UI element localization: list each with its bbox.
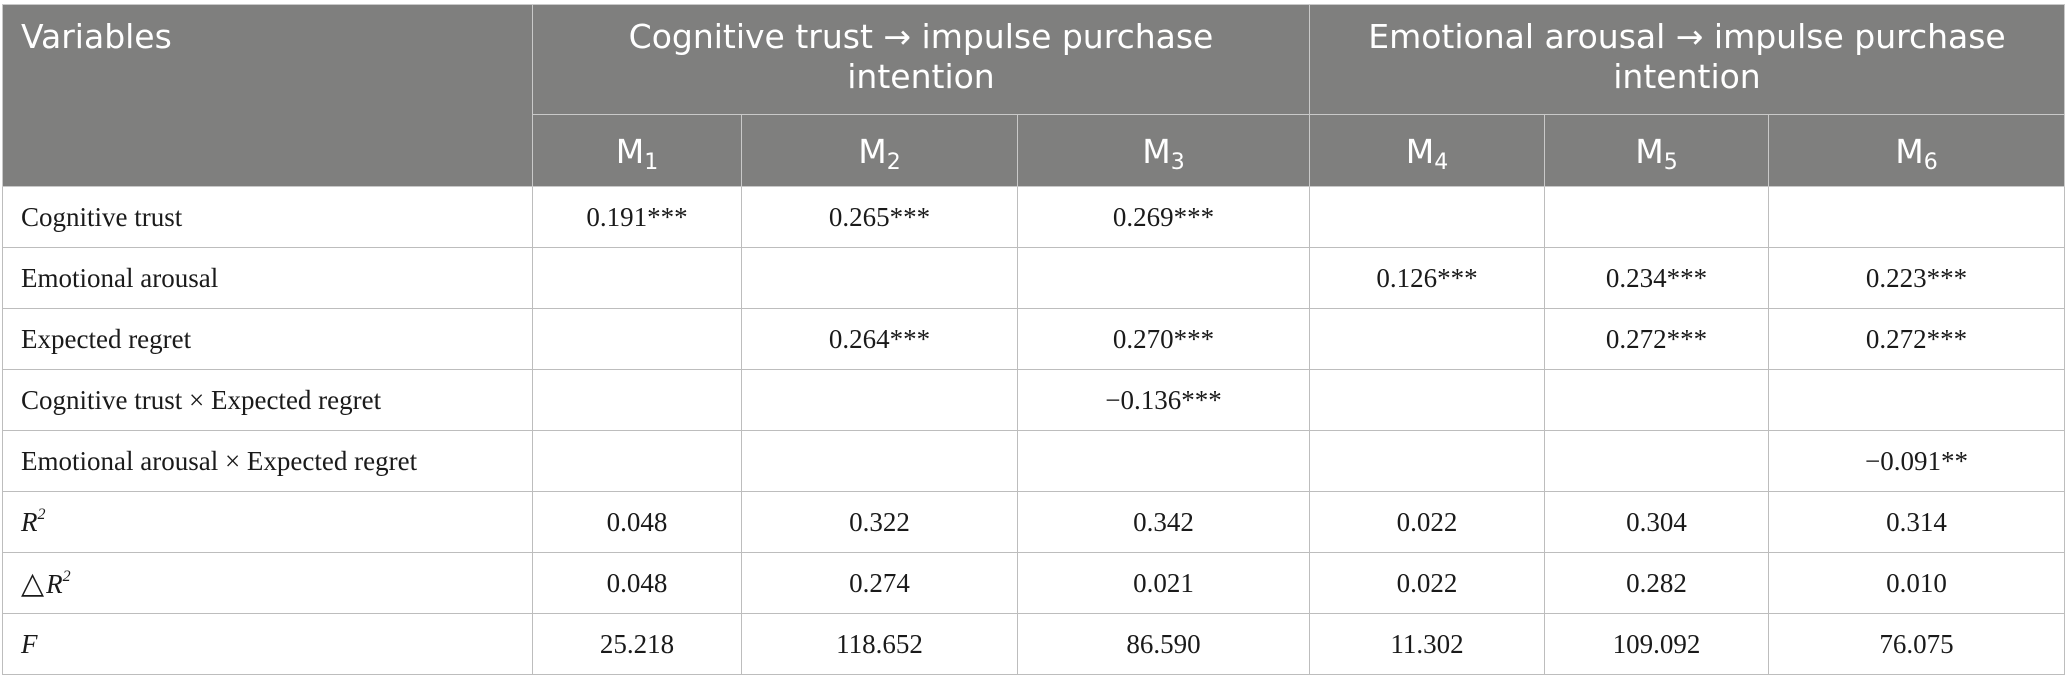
- row-label: Emotional arousal × Expected regret: [2, 430, 533, 492]
- table-cell: 109.092: [1544, 613, 1769, 675]
- table-cell: 0.322: [741, 491, 1018, 553]
- triangle-icon: △: [21, 565, 45, 601]
- table-row-expected-regret: Expected regret 0.264*** 0.270*** 0.272*…: [2, 308, 2065, 370]
- table-cell: −0.091**: [1768, 430, 2065, 492]
- table-cell: [1309, 369, 1545, 431]
- table-cell: [1768, 186, 2065, 248]
- table-row-f-statistic: F 25.218 118.652 86.590 11.302 109.092 7…: [2, 613, 2065, 675]
- model-header-m1: M1: [532, 114, 742, 187]
- table-row-delta-r-squared: △R2 0.048 0.274 0.021 0.022 0.282 0.010: [2, 552, 2065, 614]
- table-cell: [1768, 369, 2065, 431]
- table-cell: [1017, 430, 1310, 492]
- model-header-m5: M5: [1544, 114, 1769, 187]
- table-cell: 0.274: [741, 552, 1018, 614]
- table-cell: 0.342: [1017, 491, 1310, 553]
- group-header-emotional-arousal: Emotional arousal → impulse purchase int…: [1309, 4, 2065, 115]
- table-cell: 86.590: [1017, 613, 1310, 675]
- table-cell: [741, 369, 1018, 431]
- table-row-emotional-arousal-x-regret: Emotional arousal × Expected regret −0.0…: [2, 430, 2065, 492]
- row-label-r-squared: R2: [2, 491, 533, 553]
- table-cell: 0.191***: [532, 186, 742, 248]
- table-cell: 0.126***: [1309, 247, 1545, 309]
- table-cell: 0.282: [1544, 552, 1769, 614]
- model-header-m2: M2: [741, 114, 1018, 187]
- table-cell: [532, 247, 742, 309]
- table-cell: 0.270***: [1017, 308, 1310, 370]
- row-label: Cognitive trust: [2, 186, 533, 248]
- group-header-cognitive-trust: Cognitive trust → impulse purchase inten…: [532, 4, 1310, 115]
- table-cell: 0.223***: [1768, 247, 2065, 309]
- table-row-r-squared: R2 0.048 0.322 0.342 0.022 0.304 0.314: [2, 491, 2065, 553]
- table-cell: [1309, 430, 1545, 492]
- table-cell: [1309, 186, 1545, 248]
- model-header-m6: M6: [1768, 114, 2065, 187]
- table-cell: 0.269***: [1017, 186, 1310, 248]
- row-label: Cognitive trust × Expected regret: [2, 369, 533, 431]
- table-cell: [1544, 430, 1769, 492]
- table-cell: 118.652: [741, 613, 1018, 675]
- table-cell: [532, 308, 742, 370]
- table-cell: 0.272***: [1768, 308, 2065, 370]
- table-cell: 0.022: [1309, 552, 1545, 614]
- table-cell: [1544, 186, 1769, 248]
- model-header-m4: M4: [1309, 114, 1545, 187]
- table-cell: [1544, 369, 1769, 431]
- header-row-groups: Variables Cognitive trust → impulse purc…: [2, 4, 2065, 187]
- table-cell: [741, 247, 1018, 309]
- table-header: Variables Cognitive trust → impulse purc…: [2, 4, 2065, 187]
- table-cell: 0.314: [1768, 491, 2065, 553]
- table-cell: [1309, 308, 1545, 370]
- regression-table-container: Variables Cognitive trust → impulse purc…: [2, 4, 2065, 675]
- table-cell: 0.010: [1768, 552, 2065, 614]
- table-cell: 0.264***: [741, 308, 1018, 370]
- table-cell: 0.048: [532, 491, 742, 553]
- table-cell: [741, 430, 1018, 492]
- table-row-cognitive-trust: Cognitive trust 0.191*** 0.265*** 0.269*…: [2, 186, 2065, 248]
- table-row-emotional-arousal: Emotional arousal 0.126*** 0.234*** 0.22…: [2, 247, 2065, 309]
- table-cell: 0.234***: [1544, 247, 1769, 309]
- table-cell: 0.021: [1017, 552, 1310, 614]
- table-cell: [1017, 247, 1310, 309]
- table-cell: 76.075: [1768, 613, 2065, 675]
- header-row-models: M1 M2 M3 M4 M5 M6: [3, 114, 2065, 187]
- table-body: Cognitive trust 0.191*** 0.265*** 0.269*…: [2, 186, 2065, 675]
- table-cell: 25.218: [532, 613, 742, 675]
- row-label: Emotional arousal: [2, 247, 533, 309]
- variables-header: Variables: [2, 4, 533, 187]
- regression-table: Variables Cognitive trust → impulse purc…: [2, 4, 2065, 675]
- table-cell: 0.048: [532, 552, 742, 614]
- table-cell: [532, 430, 742, 492]
- table-cell: 0.272***: [1544, 308, 1769, 370]
- row-label-delta-r-squared: △R2: [2, 552, 533, 614]
- table-row-cognitive-trust-x-regret: Cognitive trust × Expected regret −0.136…: [2, 369, 2065, 431]
- table-cell: 11.302: [1309, 613, 1545, 675]
- model-header-m3: M3: [1017, 114, 1310, 187]
- table-cell: −0.136***: [1017, 369, 1310, 431]
- table-cell: [532, 369, 742, 431]
- table-cell: 0.265***: [741, 186, 1018, 248]
- table-cell: 0.022: [1309, 491, 1545, 553]
- table-cell: 0.304: [1544, 491, 1769, 553]
- row-label-f-statistic: F: [2, 613, 533, 675]
- row-label: Expected regret: [2, 308, 533, 370]
